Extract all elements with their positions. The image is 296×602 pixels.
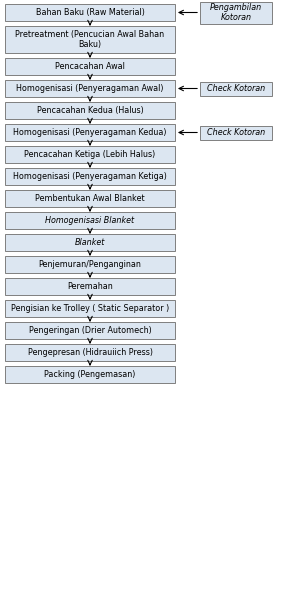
Text: Peremahan: Peremahan [67, 282, 113, 291]
FancyBboxPatch shape [5, 234, 175, 251]
FancyBboxPatch shape [5, 4, 175, 21]
Text: Check Kotoran: Check Kotoran [207, 128, 265, 137]
Text: Pencacahan Ketiga (Lebih Halus): Pencacahan Ketiga (Lebih Halus) [24, 150, 156, 159]
Text: Pengeringan (Drier Automech): Pengeringan (Drier Automech) [29, 326, 151, 335]
Text: Bahan Baku (Raw Material): Bahan Baku (Raw Material) [36, 8, 144, 17]
Text: Homogenisasi (Penyeragaman Awal): Homogenisasi (Penyeragaman Awal) [16, 84, 164, 93]
FancyBboxPatch shape [5, 366, 175, 383]
Text: Homogenisasi (Penyeragaman Kedua): Homogenisasi (Penyeragaman Kedua) [13, 128, 167, 137]
FancyBboxPatch shape [200, 125, 272, 140]
FancyBboxPatch shape [5, 322, 175, 339]
FancyBboxPatch shape [5, 256, 175, 273]
Text: Check Kotoran: Check Kotoran [207, 84, 265, 93]
Text: Pretreatment (Pencucian Awal Bahan
Baku): Pretreatment (Pencucian Awal Bahan Baku) [15, 30, 165, 49]
FancyBboxPatch shape [5, 124, 175, 141]
FancyBboxPatch shape [5, 168, 175, 185]
FancyBboxPatch shape [5, 278, 175, 295]
FancyBboxPatch shape [5, 344, 175, 361]
FancyBboxPatch shape [5, 80, 175, 97]
Text: Pencacahan Kedua (Halus): Pencacahan Kedua (Halus) [37, 106, 143, 115]
Text: Homogenisasi Blanket: Homogenisasi Blanket [46, 216, 135, 225]
FancyBboxPatch shape [5, 58, 175, 75]
Text: Pengambilan
Kotoran: Pengambilan Kotoran [210, 3, 262, 22]
Text: Homogenisasi (Penyeragaman Ketiga): Homogenisasi (Penyeragaman Ketiga) [13, 172, 167, 181]
FancyBboxPatch shape [5, 102, 175, 119]
Text: Pengepresan (Hidrauiich Press): Pengepresan (Hidrauiich Press) [28, 348, 152, 357]
FancyBboxPatch shape [5, 300, 175, 317]
FancyBboxPatch shape [5, 212, 175, 229]
Text: Penjemuran/Penganginan: Penjemuran/Penganginan [38, 260, 141, 269]
FancyBboxPatch shape [5, 146, 175, 163]
Text: Blanket: Blanket [75, 238, 105, 247]
Text: Pengisian ke Trolley ( Static Separator ): Pengisian ke Trolley ( Static Separator … [11, 304, 169, 313]
FancyBboxPatch shape [200, 1, 272, 23]
FancyBboxPatch shape [200, 81, 272, 96]
Text: Packing (Pengemasan): Packing (Pengemasan) [44, 370, 136, 379]
Text: Pencacahan Awal: Pencacahan Awal [55, 62, 125, 71]
FancyBboxPatch shape [5, 26, 175, 53]
Text: Pembentukan Awal Blanket: Pembentukan Awal Blanket [35, 194, 145, 203]
FancyBboxPatch shape [5, 190, 175, 207]
